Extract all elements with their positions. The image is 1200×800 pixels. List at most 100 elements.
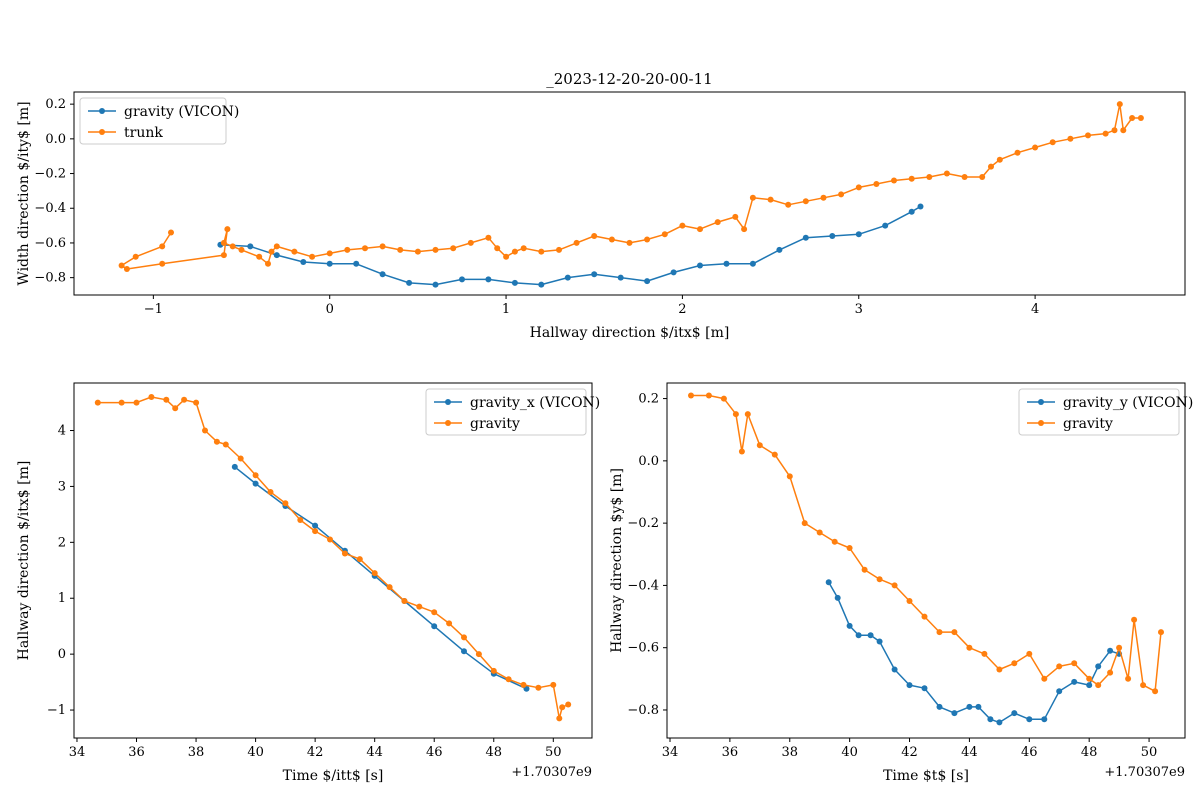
legend-label: gravity (VICON) [124, 104, 239, 120]
x-tick-label: 38 [781, 745, 798, 760]
y-tick-label: −0.2 [34, 167, 66, 182]
y-axis-label: Hallway direction $y$ [m] [609, 468, 625, 653]
y-axis-label: Width direction $/ity$ [m] [16, 101, 32, 285]
y-tick-label: −0.4 [34, 201, 66, 216]
data-point [951, 629, 958, 636]
data-point [688, 392, 694, 399]
data-point [202, 427, 208, 434]
data-point [256, 253, 263, 260]
data-point [608, 236, 615, 243]
x-tick-label: 46 [426, 745, 443, 760]
data-point [1116, 101, 1123, 108]
x-tick-label: 36 [128, 745, 145, 760]
data-point [936, 629, 943, 636]
data-point [193, 399, 200, 406]
data-point [273, 243, 280, 250]
data-point [1095, 663, 1102, 670]
data-point [490, 667, 497, 674]
data-point [975, 703, 982, 710]
data-point [679, 222, 686, 229]
data-point [1111, 127, 1118, 134]
data-point [467, 239, 474, 246]
data-point [855, 632, 862, 639]
data-point [459, 276, 465, 283]
data-point [732, 411, 739, 418]
data-point [644, 278, 651, 285]
plot-area [688, 392, 1164, 726]
data-point [505, 676, 512, 683]
x-tick-label: 36 [722, 745, 739, 760]
data-point [767, 196, 774, 203]
data-point [825, 579, 832, 586]
data-point [535, 684, 542, 691]
data-point [697, 226, 703, 233]
data-point [224, 226, 231, 233]
data-point [94, 399, 101, 406]
data-point [802, 198, 809, 205]
data-point [723, 260, 730, 267]
data-point [838, 191, 845, 198]
data-point [816, 529, 823, 536]
data-point [921, 685, 928, 692]
data-point [341, 550, 348, 557]
data-point [511, 279, 518, 286]
x-tick-label: 46 [1021, 745, 1038, 760]
data-point [1085, 132, 1091, 139]
data-point [520, 681, 527, 688]
y-tick-label: 3 [58, 479, 66, 494]
data-point [908, 208, 915, 215]
y-tick-label: −0.6 [34, 236, 66, 251]
data-point [966, 644, 973, 651]
x-tick-label: 44 [961, 745, 978, 760]
data-point [705, 392, 712, 399]
data-point [556, 715, 563, 722]
data-point [1056, 663, 1063, 670]
data-point [846, 622, 853, 629]
data-point [1158, 629, 1164, 636]
data-point [520, 245, 527, 252]
y-tick-label: 0.2 [45, 97, 66, 112]
data-point [133, 399, 140, 406]
data-point [906, 682, 913, 689]
data-point [327, 536, 333, 543]
data-point [397, 246, 404, 253]
data-point [268, 248, 275, 255]
legend-box [79, 97, 227, 145]
data-point [118, 399, 125, 406]
data-point [829, 233, 836, 239]
data-point [252, 472, 259, 479]
axes-frame [73, 91, 1186, 296]
data-point [776, 246, 783, 253]
data-point [1014, 149, 1021, 156]
data-point [979, 174, 986, 180]
data-point [591, 233, 598, 239]
data-point [386, 584, 393, 591]
data-point [996, 156, 1003, 163]
data-point [1107, 647, 1114, 654]
data-point [431, 623, 438, 630]
x-axis-label: Time $t$ [s] [883, 768, 969, 784]
data-point [494, 245, 501, 252]
data-point [891, 582, 898, 589]
legend-marker [445, 399, 451, 405]
y-tick-label: −0.4 [627, 578, 659, 593]
data-point [511, 248, 518, 255]
plot-area [118, 101, 1144, 288]
data-point [353, 260, 360, 267]
x-tick-label: 2 [678, 302, 686, 317]
data-point [891, 177, 897, 184]
data-point [720, 395, 727, 402]
data-point [876, 638, 883, 645]
legend-marker [445, 420, 451, 426]
data-point [1067, 135, 1074, 142]
legend-box [1018, 388, 1180, 436]
data-point [559, 704, 566, 711]
data-point [118, 262, 125, 269]
data-point [291, 248, 298, 255]
data-point [297, 517, 304, 523]
x-axis-label: Time $/itt$ [s] [283, 768, 384, 784]
axes-frame [73, 382, 593, 739]
data-point [987, 716, 994, 723]
data-point [714, 219, 721, 226]
legend-label: gravity [470, 416, 520, 432]
